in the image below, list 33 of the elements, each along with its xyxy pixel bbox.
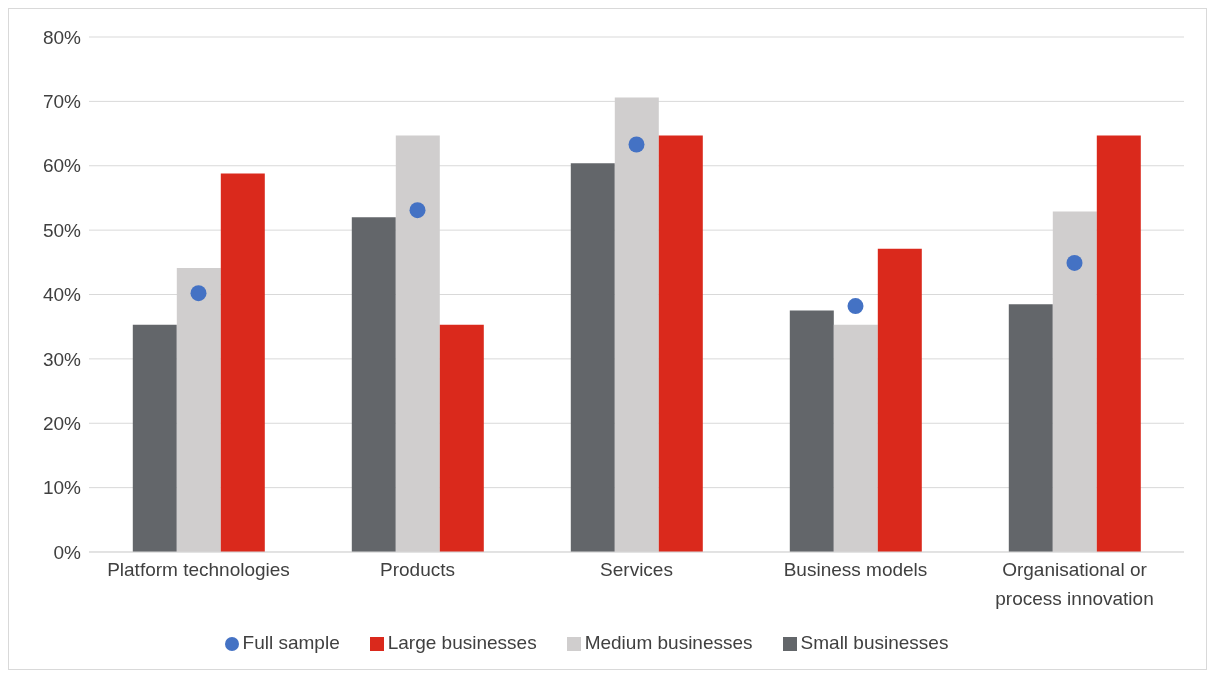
bar bbox=[877, 248, 922, 552]
legend-label: Small businesses bbox=[800, 632, 949, 653]
y-tick-label: 50% bbox=[42, 219, 82, 241]
x-tick-label: Platform technologies bbox=[107, 559, 290, 580]
bar bbox=[220, 173, 265, 552]
bar bbox=[439, 324, 484, 552]
point bbox=[409, 202, 426, 219]
bar bbox=[351, 217, 396, 552]
bar bbox=[789, 310, 834, 552]
legend-label: Large businesses bbox=[387, 632, 537, 653]
legend-label: Full sample bbox=[242, 632, 340, 653]
y-tick-label: 30% bbox=[42, 348, 82, 370]
point bbox=[1066, 254, 1083, 271]
y-tick-label: 40% bbox=[42, 284, 82, 306]
y-tick-label: 10% bbox=[42, 477, 82, 499]
point bbox=[190, 285, 207, 302]
y-tick-label: 0% bbox=[53, 541, 82, 563]
y-tick-label: 20% bbox=[42, 412, 82, 434]
point bbox=[628, 136, 645, 153]
x-tick-label: Products bbox=[380, 559, 455, 580]
bar bbox=[658, 135, 703, 552]
bar bbox=[1096, 135, 1141, 552]
y-tick-label: 60% bbox=[42, 155, 82, 177]
legend-label: Medium businesses bbox=[584, 632, 753, 653]
y-tick-label: 70% bbox=[42, 91, 82, 113]
point bbox=[847, 298, 864, 315]
bar bbox=[570, 163, 615, 552]
x-tick-label: Business models bbox=[783, 559, 928, 580]
x-tick-label: Services bbox=[600, 559, 673, 580]
y-tick-label: 80% bbox=[42, 26, 82, 48]
bar bbox=[1008, 304, 1053, 552]
x-tick-label: Organisational or process innovation bbox=[995, 559, 1154, 609]
bar bbox=[132, 324, 177, 552]
